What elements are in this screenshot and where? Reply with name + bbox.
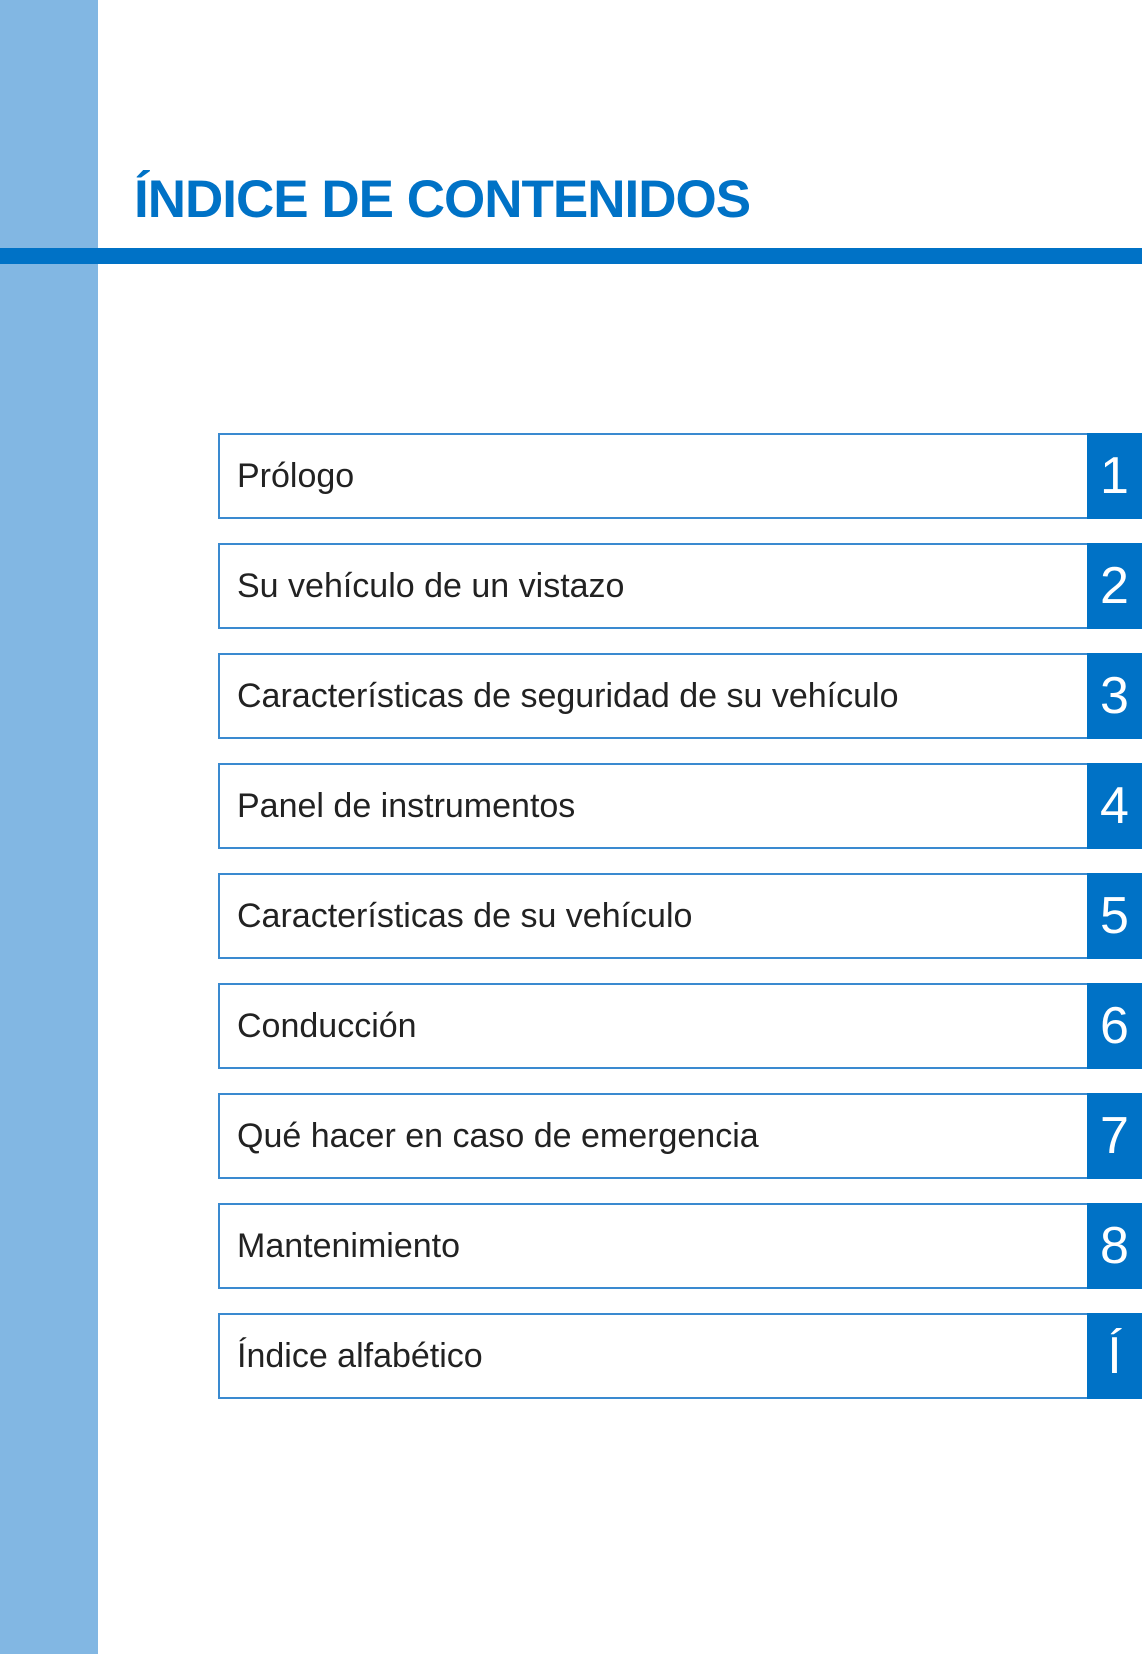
toc-item-vistazo[interactable]: Su vehículo de un vistazo 2 [218, 543, 1142, 629]
toc-item-label: Qué hacer en caso de emergencia [218, 1093, 1087, 1179]
toc-item-emergencia[interactable]: Qué hacer en caso de emergencia 7 [218, 1093, 1142, 1179]
toc-item-prologo[interactable]: Prólogo 1 [218, 433, 1142, 519]
sidebar-band [0, 0, 98, 1654]
toc-item-panel[interactable]: Panel de instrumentos 4 [218, 763, 1142, 849]
table-of-contents: Prólogo 1 Su vehículo de un vistazo 2 Cara… [218, 433, 1142, 1423]
chapter-tab[interactable]: 3 [1087, 653, 1142, 739]
title-divider [0, 248, 1142, 264]
toc-item-label: Conducción [218, 983, 1087, 1069]
toc-item-label: Características de seguridad de su vehíc… [218, 653, 1087, 739]
toc-item-caracteristicas[interactable]: Características de su vehículo 5 [218, 873, 1142, 959]
chapter-tab[interactable]: 1 [1087, 433, 1142, 519]
chapter-tab[interactable]: 6 [1087, 983, 1142, 1069]
toc-item-label: Mantenimiento [218, 1203, 1087, 1289]
chapter-tab[interactable]: 4 [1087, 763, 1142, 849]
toc-item-conduccion[interactable]: Conducción 6 [218, 983, 1142, 1069]
toc-item-mantenimiento[interactable]: Mantenimiento 8 [218, 1203, 1142, 1289]
chapter-tab[interactable]: 7 [1087, 1093, 1142, 1179]
chapter-tab[interactable]: 2 [1087, 543, 1142, 629]
chapter-tab[interactable]: 5 [1087, 873, 1142, 959]
toc-item-label: Índice alfabético [218, 1313, 1087, 1399]
toc-item-label: Prólogo [218, 433, 1087, 519]
toc-item-label: Panel de instrumentos [218, 763, 1087, 849]
toc-item-indice[interactable]: Índice alfabético Í [218, 1313, 1142, 1399]
page-title: ÍNDICE DE CONTENIDOS [134, 170, 751, 229]
toc-item-label: Su vehículo de un vistazo [218, 543, 1087, 629]
chapter-tab[interactable]: 8 [1087, 1203, 1142, 1289]
toc-item-label: Características de su vehículo [218, 873, 1087, 959]
toc-item-seguridad[interactable]: Características de seguridad de su vehíc… [218, 653, 1142, 739]
chapter-tab[interactable]: Í [1087, 1313, 1142, 1399]
